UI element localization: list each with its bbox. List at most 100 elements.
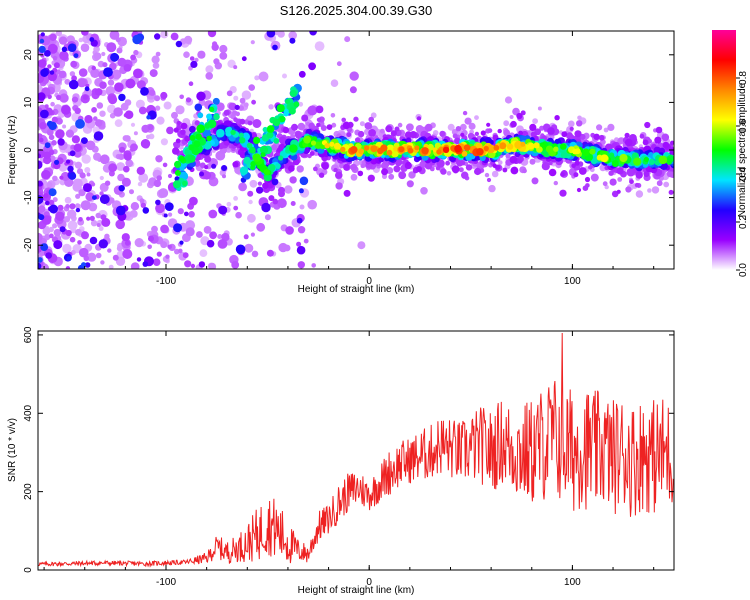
spectrogram-point (188, 211, 195, 218)
spectrogram-point (156, 251, 162, 257)
spectrogram-point (108, 163, 118, 173)
spectrogram-point (90, 68, 100, 79)
spectrogram-point (303, 135, 311, 144)
spectrogram-point (136, 257, 142, 262)
spectrogram-point (484, 172, 490, 178)
spectrogram-point (578, 167, 587, 175)
spectrogram-point (296, 241, 302, 247)
spectrogram-point (642, 139, 649, 146)
spectrogram-point (106, 42, 117, 53)
spectrogram-point (385, 125, 393, 133)
spectrogram-point (208, 262, 217, 269)
spectrogram-point (194, 120, 200, 126)
spectrogram-point (316, 117, 322, 123)
spectrogram-point (93, 116, 98, 121)
spectrogram-point (248, 84, 255, 91)
spectrogram-point (405, 137, 412, 144)
spectrogram-point (116, 245, 123, 252)
spectrogram-point (246, 142, 253, 149)
spectrogram-point (86, 172, 91, 177)
spectrogram-point (78, 189, 86, 197)
spectrogram-point (57, 204, 64, 211)
spectrogram-point (252, 153, 261, 162)
spectrogram-point (84, 115, 93, 124)
spectrogram-point (40, 243, 49, 252)
spectrogram-point (174, 170, 181, 176)
spectrogram-point (434, 156, 440, 163)
spectrogram-point (609, 178, 617, 186)
spectrogram-point (239, 97, 246, 104)
snr-x-tick-label: -100 (156, 577, 176, 588)
spectrogram-point (635, 171, 643, 179)
spectrogram-point (289, 176, 297, 184)
spectrogram-point (309, 31, 317, 36)
spectrogram-point (340, 146, 346, 153)
spectrogram-point (67, 165, 74, 173)
spectrogram-point (168, 212, 173, 217)
spectrogram-point (142, 207, 150, 214)
spectrogram-point (180, 129, 186, 135)
spectrogram-point (80, 43, 90, 52)
spectrogram-point (247, 190, 254, 197)
spectrogram-point (346, 132, 352, 138)
spectrogram-point (53, 240, 63, 250)
spectrogram-point (483, 145, 489, 152)
spectrogram-point (130, 143, 138, 152)
spectrogram-point (111, 69, 122, 80)
spectrogram-point (173, 223, 183, 233)
spectrogram-point (446, 171, 452, 176)
spectrogram-point (225, 127, 232, 134)
spectrogram-point (74, 107, 81, 115)
spectrogram-point (75, 203, 81, 209)
spectrogram-point (230, 129, 236, 136)
spectrogram-point (156, 175, 162, 181)
spectrogram-point (370, 157, 378, 165)
spectrogram-y-axis: -20 -10 0 10 20 (23, 49, 674, 252)
spectrogram-point (80, 200, 91, 211)
spectrogram-point (256, 222, 266, 232)
spectrogram-point (117, 173, 125, 182)
spectrogram-point (307, 199, 318, 210)
spectrogram-point (118, 153, 125, 160)
spectrogram-point (282, 126, 290, 134)
spectrogram-point (288, 31, 298, 40)
spectrogram-point (69, 150, 76, 157)
spectrogram-point (94, 119, 103, 127)
spectrogram-point (207, 31, 217, 38)
spectrogram-point (350, 173, 358, 181)
spectrogram-point (155, 51, 161, 57)
spectrogram-point (669, 171, 674, 178)
spectrogram-point (211, 163, 217, 169)
spectrogram-point (341, 117, 347, 123)
spectrogram-point (81, 154, 91, 164)
spectrogram-point (357, 170, 364, 177)
spectrogram-point (354, 137, 361, 143)
spectrogram-point (90, 220, 98, 227)
spectrogram-point (442, 146, 450, 153)
spectrogram-point (197, 112, 204, 119)
spectrogram-point (148, 235, 154, 242)
spectrogram-point (48, 188, 57, 197)
spectrogram-point (217, 239, 228, 249)
spectrogram-point (510, 166, 519, 175)
spectrogram-point (160, 91, 168, 100)
spectrogram-point (155, 105, 161, 111)
spectrogram-point (368, 116, 375, 123)
spectrogram-point (656, 180, 663, 187)
spectrogram-point (75, 207, 81, 213)
spectrogram-point (655, 126, 663, 134)
spectrogram-x-tick-label: -100 (156, 276, 176, 287)
spectrogram-point (668, 189, 674, 195)
spectrogram-point (96, 102, 104, 109)
spectrogram-point (141, 124, 150, 133)
spectrogram-point (53, 62, 60, 69)
spectrogram-point (298, 70, 306, 78)
spectrogram-point (38, 180, 43, 187)
spectrogram-point (239, 118, 246, 125)
spectrogram-point (223, 109, 230, 116)
spectrogram-point (503, 120, 510, 127)
spectrogram-point (559, 189, 567, 197)
spectrogram-point (380, 144, 388, 152)
spectrogram-point (147, 124, 154, 131)
